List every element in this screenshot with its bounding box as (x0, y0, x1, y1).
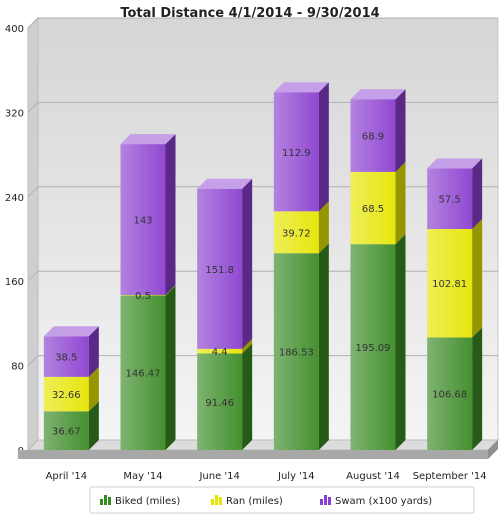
data-label: 106.68 (432, 390, 467, 401)
data-label: 0.5 (135, 291, 151, 302)
data-label: 112.9 (282, 148, 311, 159)
x-category-label: June '14 (198, 471, 239, 482)
x-axis-categories: April '14 May '14 June '14 July '14 August '… (46, 471, 487, 482)
legend-label: Biked (miles) (115, 496, 180, 507)
bar-chart-icon (100, 495, 111, 505)
bar-segment-biked[interactable] (427, 327, 483, 450)
bar-chart-icon (211, 495, 222, 505)
y-axis-ticks: 080160240320400 (5, 24, 24, 457)
plot-side-wall (27, 16, 39, 452)
bar-segment-ran[interactable] (350, 161, 406, 245)
gridline (27, 186, 498, 198)
x-category-label: July '14 (277, 471, 315, 482)
legend-box (89, 486, 475, 514)
bar-top-cap (273, 82, 329, 93)
y-tick-label: 160 (5, 277, 24, 288)
bar-segment-biked[interactable] (273, 243, 329, 450)
bar-chart-icon (320, 495, 331, 505)
bar-segment-ran[interactable] (197, 338, 253, 354)
bar-top-cap (120, 134, 176, 145)
data-label: 186.53 (279, 348, 314, 359)
floor-front (18, 450, 488, 459)
bar-segment-swam[interactable] (350, 89, 406, 172)
bar-top-cap (350, 89, 406, 100)
gridline (27, 270, 498, 282)
x-category-label: August '14 (346, 471, 400, 482)
bar-segment-ran[interactable] (43, 366, 99, 412)
bar-top-cap (43, 326, 99, 337)
legend-item-ran[interactable]: Ran (miles) (211, 495, 283, 507)
y-tick-label: 400 (5, 24, 24, 35)
x-category-label: September '14 (413, 471, 487, 482)
data-label: 57.5 (439, 195, 461, 206)
bar-top-cap (427, 158, 483, 169)
bars (43, 82, 483, 450)
x-category-label: May '14 (123, 471, 162, 482)
legend-label: Swam (x100 yards) (335, 496, 432, 507)
bar-segment-swam[interactable] (120, 134, 176, 295)
bar-segment-swam[interactable] (427, 158, 483, 229)
gridline (27, 101, 498, 113)
y-tick-label: 240 (5, 193, 24, 204)
data-label: 91.46 (205, 398, 234, 409)
data-label: 143 (133, 216, 152, 227)
legend-item-biked[interactable]: Biked (miles) (100, 495, 180, 507)
legend-label: Ran (miles) (226, 496, 283, 507)
data-label: 68.5 (362, 204, 384, 215)
data-label: 38.5 (55, 353, 77, 364)
bar-segment-swam[interactable] (43, 326, 99, 377)
bar-top-cap (197, 178, 253, 189)
x-category-label: April '14 (46, 471, 88, 482)
legend-item-swam[interactable]: Swam (x100 yards) (320, 495, 432, 507)
data-label: 36.67 (52, 427, 81, 438)
bar-segment-biked[interactable] (43, 401, 99, 450)
bar-segment-ran[interactable] (427, 218, 483, 338)
bar-segment-swam[interactable] (273, 82, 329, 212)
bar-segment-ran[interactable] (120, 284, 176, 296)
floor-side (488, 440, 498, 459)
data-label: 68.9 (362, 132, 384, 143)
data-labels: 36.67 32.66 38.5 146.47 0.5 143 91.46 4.4 151.8 1… (52, 132, 467, 438)
data-label: 195.09 (356, 343, 391, 354)
gridline (27, 355, 498, 366)
gridline (27, 17, 498, 29)
legend[interactable]: Biked (miles) Ran (miles) Swam (x100 yards… (89, 486, 475, 514)
bar-segment-swam[interactable] (197, 178, 253, 349)
data-label: 4.4 (212, 347, 228, 358)
y-tick-label: 80 (11, 362, 24, 373)
data-label: 32.66 (52, 390, 81, 401)
y-tick-label: 320 (5, 108, 24, 119)
data-label: 102.81 (432, 279, 467, 290)
plot-background (27, 16, 499, 452)
bar-segment-biked[interactable] (197, 343, 253, 450)
bar-segment-biked[interactable] (120, 285, 176, 450)
plot-back-wall (37, 17, 499, 441)
data-label: 146.47 (126, 369, 161, 380)
bar-segment-biked[interactable] (350, 234, 406, 450)
chart-title: Total Distance 4/1/2014 - 9/30/2014 (120, 6, 379, 21)
data-label: 151.8 (205, 265, 234, 276)
data-label: 39.72 (282, 228, 311, 239)
bar-segment-ran[interactable] (273, 201, 329, 254)
